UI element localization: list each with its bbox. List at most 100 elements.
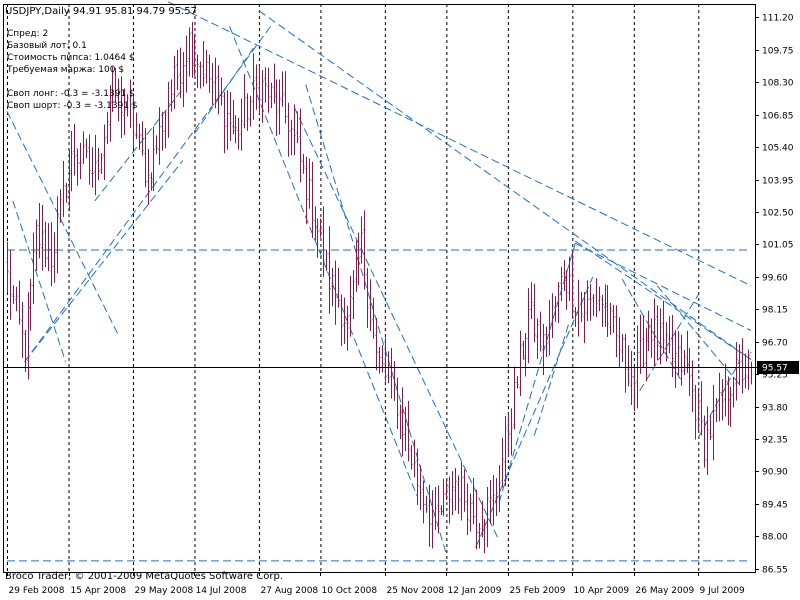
ohlc-bar (659, 308, 662, 365)
ohlc-bar (109, 85, 112, 142)
ohlc-bar (724, 363, 727, 417)
ohlc-bar (709, 414, 712, 441)
ohlc-bar (41, 205, 44, 271)
ohlc-bar (196, 54, 199, 89)
ohlc-bar (193, 34, 196, 76)
ohlc-bar (258, 65, 261, 115)
y-tick-label: 96.70 (762, 339, 788, 349)
ohlc-bar (539, 311, 542, 352)
ohlc-bar (249, 95, 252, 127)
ohlc-bar (141, 121, 144, 156)
ohlc-bar (668, 316, 671, 354)
ohlc-bar (302, 154, 305, 174)
ohlc-bar (273, 63, 276, 104)
ohlc-bar (481, 500, 484, 538)
y-tick-label: 88.00 (762, 533, 788, 543)
ohlc-bar (284, 71, 287, 124)
ohlc-bar (401, 387, 404, 457)
ohlc-bar (234, 115, 237, 144)
ohlc-bar (360, 216, 363, 264)
ohlc-bar (217, 65, 220, 115)
ohlc-bar (32, 232, 35, 305)
ohlc-bar (366, 268, 369, 328)
x-axis-ticks: 29 Feb 2008 15 Apr 2008 29 May 2008 14 Jul … (7, 572, 745, 596)
trendline (656, 285, 740, 385)
ohlc-bar (536, 318, 539, 360)
ohlc-bar (164, 111, 167, 149)
ohlc-bar (305, 156, 308, 225)
ohlc-bar (255, 64, 258, 110)
ohlc-bar (653, 298, 656, 366)
ohlc-bar (252, 53, 255, 120)
ohlc-bar (513, 366, 516, 430)
ohlc-bar (522, 340, 525, 360)
trendline (258, 10, 752, 360)
ohlc-bar (700, 381, 703, 436)
ohlc-bar (604, 284, 607, 327)
ohlc-bar (688, 347, 691, 397)
trendline (6, 111, 119, 336)
ohlc-bar (47, 223, 50, 271)
ohlc-bar (606, 285, 609, 337)
ohlc-bar (223, 92, 226, 154)
ohlc-bar (563, 260, 566, 292)
ohlc-bar (208, 54, 211, 93)
ohlc-bar (571, 250, 574, 318)
y-tick-label: 86.55 (762, 566, 788, 576)
x-tick-label: 10 Apr 2009 (574, 586, 630, 596)
ohlc-bar (407, 401, 410, 462)
y-tick-label: 99.60 (762, 274, 788, 284)
ohlc-bar (595, 278, 598, 317)
ohlc-bar (381, 345, 384, 373)
x-tick-label: 27 Aug 2008 (261, 586, 319, 596)
ohlc-bar (281, 71, 284, 107)
ohlc-bar (170, 79, 173, 112)
trendlines (6, 1, 752, 562)
ohlc-bar (299, 108, 302, 183)
y-tick-label: 103.95 (762, 177, 794, 187)
ohlc-bar (270, 82, 273, 109)
axes (3, 4, 757, 573)
y-tick-label: 95.25 (762, 371, 788, 381)
ohlc-bar (357, 232, 360, 285)
info-line-lot: Базовый лот: 0.1 (7, 41, 87, 51)
ohlc-bar (451, 471, 454, 516)
ohlc-bar (489, 480, 492, 524)
ohlc-bar (91, 147, 94, 188)
y-tick-label: 109.75 (762, 47, 794, 57)
ohlc-bar (548, 300, 551, 356)
ohlc-bar (568, 256, 571, 302)
x-tick-label: 9 Jul 2009 (700, 586, 745, 596)
ohlc-bar (744, 353, 747, 389)
ohlc-bar (519, 330, 522, 397)
ohlc-bar (416, 448, 419, 506)
ohlc-bar (29, 278, 32, 331)
trendline (293, 106, 500, 541)
x-tick-label: 26 May 2009 (636, 586, 695, 596)
ohlc-bar (592, 294, 595, 316)
ohlc-bar (636, 325, 639, 409)
trendline (621, 278, 682, 380)
ohlc-bar (741, 338, 744, 394)
info-line-pip-cost: Стоимость пипса: 1.0464 $ (7, 53, 135, 63)
ohlc-bar (117, 78, 120, 122)
ohlc-bar (557, 281, 560, 324)
ohlc-bar (185, 35, 188, 93)
ohlc-bar (18, 280, 21, 325)
trendline (12, 200, 67, 362)
ohlc-bar (211, 63, 214, 105)
x-tick-label: 25 Nov 2008 (387, 586, 445, 596)
trendline (533, 321, 570, 436)
ohlc-bar (419, 465, 422, 511)
ohlc-bar (624, 333, 627, 393)
ohlc-bar (50, 222, 53, 287)
ohlc-bar (583, 292, 586, 344)
ohlc-bar (560, 266, 563, 301)
ohlc-bar (413, 439, 416, 478)
ohlc-bar (44, 221, 47, 267)
ohlc-bar (434, 486, 437, 530)
ohlc-bar (683, 350, 686, 376)
ohlc-bar (609, 302, 612, 335)
ohlc-bar (182, 51, 185, 108)
